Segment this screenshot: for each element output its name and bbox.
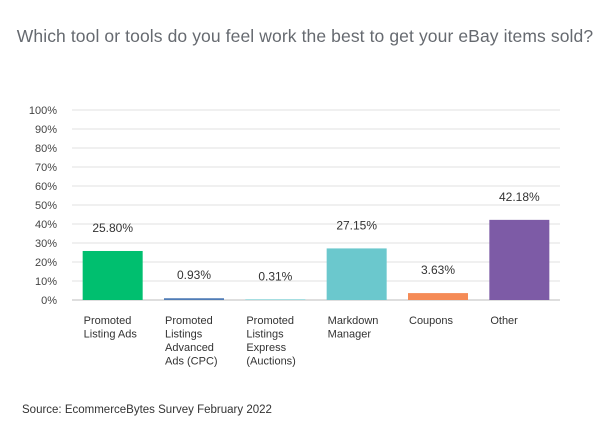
- bar-chart: 0% 10% 20% 30% 40% 50% 60% 70% 80% 90% 100% 25.80%…: [29, 105, 560, 368]
- y-tick-label: 30%: [35, 238, 57, 250]
- x-axis-categories: Promoted Listing Ads Promoted Listings Advan…: [84, 315, 519, 368]
- bar: [164, 298, 224, 300]
- y-tick-label: 0%: [41, 295, 57, 307]
- y-tick-label: 80%: [35, 143, 57, 155]
- y-tick-label: 20%: [35, 257, 57, 269]
- y-tick-label: 10%: [35, 276, 57, 288]
- data-label: 25.80%: [92, 221, 133, 235]
- x-category-label: Promoted Listing Ads: [84, 315, 138, 341]
- x-category-label: Markdown Manager: [328, 315, 379, 341]
- source-note: Source: EcommerceBytes Survey February 2…: [22, 404, 272, 416]
- x-category-label: Coupons: [409, 315, 454, 327]
- data-label: 27.15%: [336, 218, 377, 232]
- y-tick-label: 40%: [35, 219, 57, 231]
- data-label: 42.18%: [499, 190, 540, 204]
- data-labels: 25.80% 0.93% 0.31% 27.15% 3.63% 42.18%: [92, 190, 540, 284]
- bar: [489, 219, 550, 300]
- y-tick-label: 50%: [35, 200, 57, 212]
- bar: [408, 293, 468, 300]
- data-label: 3.63%: [421, 263, 455, 277]
- bar: [326, 248, 387, 300]
- data-label: 0.93%: [177, 268, 211, 282]
- bar: [82, 250, 143, 300]
- y-tick-label: 70%: [35, 162, 57, 174]
- chart-title: Which tool or tools do you feel work the…: [16, 26, 594, 46]
- y-tick-label: 60%: [35, 181, 57, 193]
- x-category-label: Promoted Listings Advanced Ads (CPC): [165, 315, 218, 368]
- y-axis-ticks: 0% 10% 20% 30% 40% 50% 60% 70% 80% 90% 100%: [29, 105, 57, 307]
- bars: [82, 219, 550, 300]
- x-category-label: Promoted Listings Express (Auctions): [246, 315, 296, 368]
- x-category-label: Other: [490, 315, 518, 327]
- bar: [245, 299, 306, 300]
- y-tick-label: 100%: [29, 105, 57, 117]
- y-tick-label: 90%: [35, 124, 57, 136]
- gridlines: [72, 109, 560, 301]
- data-label: 0.31%: [258, 269, 292, 283]
